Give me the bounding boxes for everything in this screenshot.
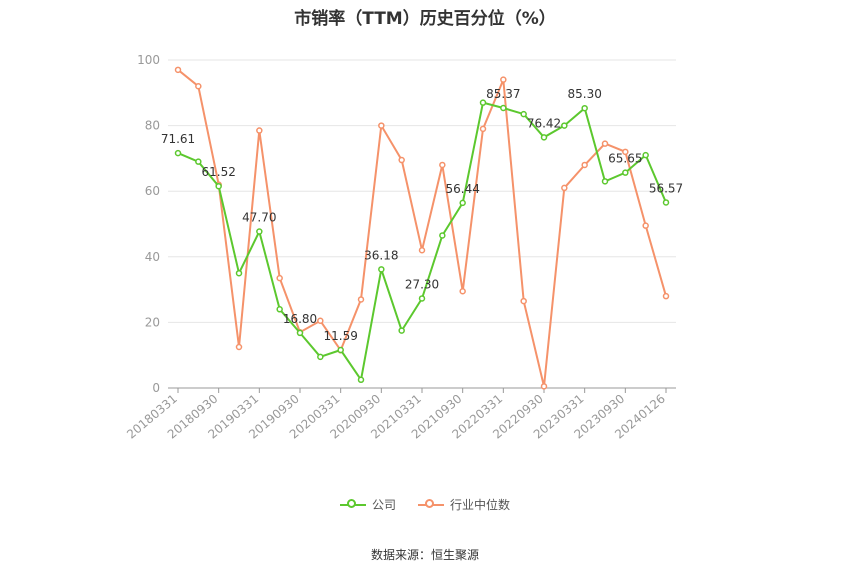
data-point-company	[500, 104, 507, 112]
data-point-company	[601, 178, 609, 185]
data-point-company	[540, 134, 548, 141]
legend-item-industry[interactable]: 行业中位数	[418, 496, 510, 513]
data-point-industry	[398, 156, 405, 164]
data-point-industry	[561, 184, 568, 192]
data-point-industry	[479, 125, 487, 133]
data-label: 27.30	[405, 277, 439, 291]
series-line-industry	[177, 69, 667, 387]
data-label: 85.30	[567, 87, 601, 101]
legend-label-industry: 行业中位数	[450, 498, 511, 512]
data-point-company	[215, 182, 222, 190]
data-point-industry	[276, 274, 283, 282]
data-point-industry	[662, 292, 670, 300]
series-line-company	[177, 101, 667, 383]
data-label: 16.80	[283, 312, 317, 326]
y-tick-label: 20	[145, 315, 160, 329]
data-point-company	[581, 104, 588, 112]
data-point-industry	[540, 383, 548, 390]
data-point-company	[662, 199, 670, 206]
data-label: 36.18	[364, 248, 398, 262]
data-point-industry	[418, 246, 426, 254]
data-point-industry	[459, 287, 466, 295]
data-label: 61.52	[201, 165, 235, 179]
data-point-company	[459, 199, 466, 207]
data-point-company	[520, 110, 527, 118]
data-point-company	[357, 376, 365, 384]
data-point-industry	[500, 76, 507, 83]
data-point-company	[378, 266, 385, 273]
data-point-company	[276, 306, 283, 313]
data-point-company	[642, 151, 649, 159]
y-tick-label: 80	[145, 119, 160, 133]
data-point-company	[439, 232, 446, 239]
data-label: 11.59	[323, 329, 357, 343]
y-tick-label: 100	[137, 53, 160, 67]
data-point-company	[398, 327, 405, 334]
data-point-company	[337, 346, 344, 354]
data-label: 85.37	[486, 87, 520, 101]
y-tick-label: 60	[145, 184, 160, 198]
data-point-industry	[439, 161, 446, 169]
legend-swatch-industry	[418, 498, 444, 512]
data-label: 47.70	[242, 211, 276, 225]
source-note: 数据来源：恒生聚源	[370, 548, 479, 562]
data-label: 56.44	[445, 182, 479, 196]
y-tick-label: 40	[145, 250, 160, 264]
data-point-company	[418, 295, 426, 302]
data-point-company	[561, 122, 568, 129]
data-point-industry	[642, 222, 649, 229]
data-point-company	[317, 353, 324, 361]
data-point-company	[195, 158, 202, 165]
data-point-industry	[378, 122, 385, 129]
data-point-industry	[195, 82, 202, 90]
data-point-company	[174, 149, 182, 157]
chart-title: 市销率（TTM）历史百分位（%）	[294, 9, 556, 29]
data-point-company	[235, 269, 243, 277]
data-label: 56.57	[649, 181, 683, 195]
legend: 公司 行业中位数	[0, 496, 850, 513]
data-point-industry	[357, 296, 365, 303]
y-tick-label: 0	[152, 381, 160, 395]
data-point-industry	[581, 161, 588, 169]
data-point-company	[622, 169, 629, 176]
data-point-industry	[256, 127, 263, 134]
legend-label-company: 公司	[371, 498, 396, 512]
legend-item-company[interactable]: 公司	[339, 496, 396, 513]
data-point-company	[296, 329, 304, 337]
data-label: 71.61	[161, 132, 195, 146]
data-point-company	[256, 228, 263, 235]
data-label: 76.42	[527, 116, 561, 130]
data-point-industry	[622, 148, 629, 156]
data-point-company	[479, 99, 487, 106]
data-point-industry	[601, 140, 609, 147]
data-point-industry	[235, 343, 243, 351]
data-point-industry	[520, 297, 527, 305]
line-chart: 0204060801002018033120180930201903312019…	[124, 53, 683, 442]
legend-swatch-company	[339, 498, 366, 512]
data-label: 65.65	[608, 152, 642, 166]
data-point-industry	[317, 317, 324, 325]
data-point-industry	[174, 66, 182, 74]
